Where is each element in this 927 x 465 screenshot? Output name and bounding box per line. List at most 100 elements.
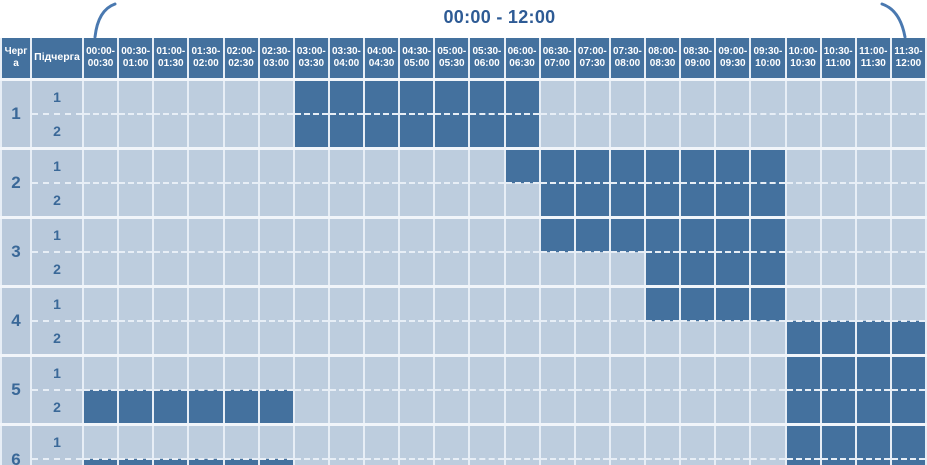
subqueue-label-cell: 2 xyxy=(30,320,84,356)
schedule-cell-outage xyxy=(608,216,647,252)
schedule-cell-outage xyxy=(889,423,927,459)
schedule-cell-free xyxy=(784,285,822,321)
time-slot-header: 11:30- 12:00 xyxy=(889,38,927,81)
schedule-cell-outage xyxy=(679,285,717,321)
schedule-cell-free xyxy=(503,285,541,321)
schedule-cell-outage xyxy=(573,182,611,218)
schedule-cell-free xyxy=(538,285,576,321)
schedule-cell-outage xyxy=(468,78,506,114)
schedule-cell-free xyxy=(327,423,366,459)
schedule-cell-free xyxy=(327,458,366,465)
schedule-cell-free xyxy=(362,320,401,356)
schedule-row-queue-5-sub-2: 2 xyxy=(1,389,927,425)
schedule-cell-free xyxy=(714,389,752,425)
schedule-cell-free xyxy=(679,354,717,390)
schedule-cell-free xyxy=(468,389,506,425)
schedule-cell-free xyxy=(362,354,401,390)
schedule-cell-outage xyxy=(538,182,576,218)
schedule-cell-outage xyxy=(257,389,295,425)
queue-label-cell: 6 xyxy=(0,423,32,465)
subqueue-label-cell: 1 xyxy=(30,285,84,321)
subqueue-label-cell: 1 xyxy=(30,147,84,183)
schedule-cell-free xyxy=(222,113,260,149)
schedule-cell-outage xyxy=(643,182,682,218)
schedule-cell-outage xyxy=(222,458,260,465)
schedule-cell-free xyxy=(222,423,260,459)
time-slot-header: 09:00- 09:30 xyxy=(714,38,752,81)
bracket-left-icon xyxy=(93,2,117,39)
time-slot-header: 11:00- 11:30 xyxy=(854,38,892,81)
schedule-cell-free xyxy=(714,354,752,390)
schedule-cell-free xyxy=(117,320,155,356)
schedule-cell-free xyxy=(398,182,436,218)
schedule-cell-free xyxy=(468,147,506,183)
schedule-cell-free xyxy=(398,320,436,356)
schedule-cell-free xyxy=(257,182,295,218)
queue-label-cell: 3 xyxy=(0,216,32,287)
schedule-cell-free xyxy=(503,354,541,390)
schedule-cell-free xyxy=(257,320,295,356)
schedule-cell-free xyxy=(292,285,330,321)
schedule-cell-free xyxy=(608,458,647,465)
schedule-cell-free xyxy=(292,182,330,218)
time-slot-header: 05:30- 06:00 xyxy=(468,38,506,81)
schedule-cell-free xyxy=(819,216,857,252)
schedule-cell-free xyxy=(292,147,330,183)
time-slot-header: 04:00- 04:30 xyxy=(362,38,401,81)
schedule-cell-outage xyxy=(749,147,787,183)
bracket-right-icon xyxy=(880,2,907,39)
time-slot-header: 06:00- 06:30 xyxy=(503,38,541,81)
schedule-cell-free xyxy=(187,182,225,218)
time-slot-header: 08:30- 09:00 xyxy=(679,38,717,81)
schedule-cell-outage xyxy=(854,423,892,459)
schedule-cell-outage xyxy=(503,78,541,114)
schedule-cell-outage xyxy=(819,389,857,425)
schedule-cell-free xyxy=(257,113,295,149)
schedule-cell-outage xyxy=(187,458,225,465)
schedule-cell-free xyxy=(573,285,611,321)
schedule-cell-free xyxy=(433,320,471,356)
schedule-cell-free xyxy=(433,389,471,425)
schedule-cell-outage xyxy=(117,389,155,425)
schedule-cell-free xyxy=(538,320,576,356)
schedule-cell-outage xyxy=(679,216,717,252)
schedule-cell-free xyxy=(81,216,120,252)
schedule-cell-free xyxy=(819,78,857,114)
schedule-cell-free xyxy=(538,458,576,465)
subqueue-label-cell: 2 xyxy=(30,389,84,425)
schedule-cell-free xyxy=(81,182,120,218)
schedule-cell-outage xyxy=(503,147,541,183)
subqueue-label-cell: 2 xyxy=(30,251,84,287)
schedule-cell-free xyxy=(714,423,752,459)
schedule-cell-outage xyxy=(819,458,857,465)
schedule-cell-free xyxy=(362,423,401,459)
schedule-cell-free xyxy=(222,78,260,114)
schedule-cell-free xyxy=(573,354,611,390)
schedule-cell-outage xyxy=(327,78,366,114)
schedule-cell-free xyxy=(187,320,225,356)
schedule-cell-outage xyxy=(679,147,717,183)
schedule-cell-free xyxy=(117,251,155,287)
schedule-cell-free xyxy=(854,113,892,149)
schedule-cell-free xyxy=(187,423,225,459)
schedule-cell-free xyxy=(187,147,225,183)
schedule-cell-outage xyxy=(819,423,857,459)
schedule-row-queue-3-sub-2: 2 xyxy=(1,251,927,287)
schedule-cell-free xyxy=(573,458,611,465)
schedule-cell-free xyxy=(81,251,120,287)
schedule-cell-free xyxy=(222,285,260,321)
schedule-cell-free xyxy=(117,182,155,218)
schedule-cell-free xyxy=(468,458,506,465)
time-range-title: 00:00 - 12:00 xyxy=(443,7,556,27)
time-slot-header: 07:30- 08:00 xyxy=(608,38,647,81)
schedule-cell-free xyxy=(468,423,506,459)
schedule-cell-free xyxy=(679,423,717,459)
schedule-cell-free xyxy=(854,147,892,183)
schedule-cell-free xyxy=(187,251,225,287)
schedule-cell-free xyxy=(222,320,260,356)
schedule-cell-free xyxy=(749,320,787,356)
schedule-cell-free xyxy=(222,251,260,287)
